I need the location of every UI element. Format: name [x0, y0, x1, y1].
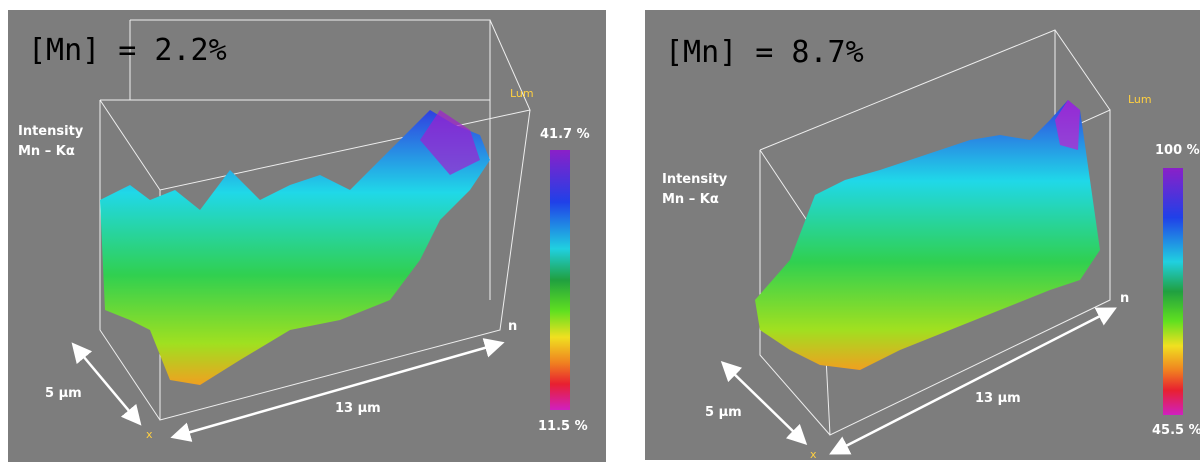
axis-label: Intensity	[662, 172, 728, 187]
scale-max: 100 %	[1155, 143, 1200, 158]
figure: [Mn] = 2.2% Intensity Mn – Kα 41.7 % 11.…	[0, 0, 1204, 462]
axis-n: n	[508, 319, 517, 334]
scale-min: 11.5 %	[538, 419, 588, 434]
axis-n: n	[1120, 291, 1129, 306]
axis-label: Intensity	[18, 124, 84, 139]
panel-title: [Mn] = 8.7%	[665, 35, 864, 70]
scale-min: 45.5 %	[1152, 423, 1202, 438]
axis-label: Mn – Kα	[18, 144, 75, 159]
depth-label: 5 µm	[705, 405, 742, 420]
color-bar	[1163, 168, 1183, 415]
panel-title: [Mn] = 2.2%	[28, 33, 227, 68]
axis-label: Mn – Kα	[662, 192, 719, 207]
length-label: 13 µm	[335, 401, 381, 416]
depth-label: 5 µm	[45, 386, 82, 401]
scale-max: 41.7 %	[540, 127, 590, 142]
axis-x: x	[810, 448, 817, 461]
length-label: 13 µm	[975, 391, 1021, 406]
corner-label: Lum	[1128, 93, 1152, 106]
axis-x: x	[146, 428, 153, 441]
corner-label: Lum	[510, 87, 534, 100]
color-bar	[550, 150, 570, 410]
